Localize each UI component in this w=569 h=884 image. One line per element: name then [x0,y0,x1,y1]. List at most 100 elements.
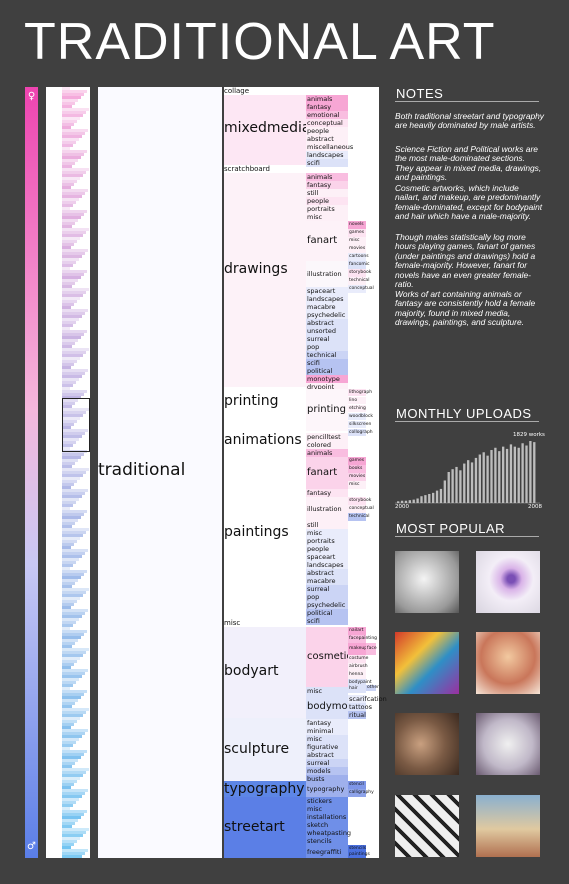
subcategory-paintings[interactable]: spaceart [307,553,336,561]
subcategory-printing-item[interactable]: lithograph [349,389,373,395]
subcategory-paintings-fanart[interactable]: fanart [307,467,338,478]
subcategory-drawings-fanart-item[interactable]: movies [349,246,366,251]
subcategory-drawings[interactable]: pop [307,343,320,351]
subcategory-bodyart-cosmetic[interactable]: cosmetic [307,651,352,662]
subcategory-paintings[interactable]: misc [307,529,323,537]
subcategory-mixedmedia[interactable]: conceptual [307,119,343,127]
subcategory-bodymods-item[interactable]: scarifcation [349,695,387,703]
artwork-thumbnail-5[interactable] [395,713,459,775]
category-misc[interactable]: misc [224,619,241,627]
subcategory-drawings[interactable]: landscapes [307,295,344,303]
subcategory-paintings[interactable]: people [307,545,330,553]
subcategory-streetart[interactable]: sketch [307,821,329,829]
subcategory-paintings[interactable]: portraits [307,537,335,545]
subcategory-paintings[interactable]: surreal [307,585,330,593]
subcategory-bodyart[interactable]: misc [307,687,323,695]
artwork-thumbnail-3[interactable] [395,632,459,694]
subcategory-drawings[interactable]: technical [307,351,337,359]
subcategory-sculpture[interactable]: surreal [307,759,330,767]
subcategory-drawings[interactable]: misc [307,213,323,221]
category-mixedmedia[interactable]: mixedmedia [224,120,311,136]
subcategory-printing-item[interactable]: silkscreen [349,421,372,427]
subcategory-streetart[interactable]: installations [307,813,347,821]
subcategory-paintings[interactable]: still [307,521,319,529]
subcategory-paintings-illustration[interactable]: illustration [307,505,342,513]
subcategory-drawings[interactable]: people [307,197,330,205]
subcategory-sculpture[interactable]: fantasy [307,719,332,727]
subcategory-drawings[interactable]: abstract [307,319,334,327]
subcategory-printing[interactable]: printing [307,404,346,415]
subcategory-sculpture[interactable]: busts [307,775,325,783]
artwork-thumbnail-7[interactable] [395,795,459,857]
category-scratchboard[interactable]: scratchboard [224,165,270,173]
subcategory-drawings[interactable]: drypoint [307,383,335,391]
subcategory-printing-item[interactable]: woodblock [349,413,373,419]
subcategory-sculpture[interactable]: misc [307,735,323,743]
subcategory-drawings-fanart-item[interactable]: fancomic [349,262,370,267]
subcategory-drawings[interactable]: scifi [307,359,320,367]
subcategory-drawings[interactable]: fantasy [307,181,332,189]
subcategory-drawings-fanart-item[interactable]: conceptual [349,286,374,291]
subcategory-drawings[interactable]: monotype [307,375,340,383]
subcategory-typography-item[interactable]: stencil [349,782,364,787]
subcategory-mixedmedia[interactable]: miscellaneous [307,143,354,151]
subcategory-mixedmedia[interactable]: animals [307,95,333,103]
subcategory-drawings-fanart-item[interactable]: novels [349,222,364,227]
subcategory-bodymods-item[interactable]: ritual [349,711,366,719]
artwork-thumbnail-6[interactable] [476,713,540,775]
subcategory-streetart[interactable]: freegraffiti [307,847,342,856]
subcategory-bodymods-item[interactable]: tattoos [349,703,372,711]
subcategory-paintings[interactable]: animals [307,449,333,457]
subcategory-paintings[interactable]: psychedelic [307,601,346,609]
subcategory-paintings-fanart-item[interactable]: movies [349,474,366,479]
subcategory-typography[interactable]: typography [307,785,345,793]
subcategory-drawings-fanart-item[interactable]: storybook [349,270,372,275]
subcategory-paintings-fanart-item[interactable]: games [349,458,365,463]
subcategory-mixedmedia[interactable]: abstract [307,135,334,143]
subcategory-paintings[interactable]: fantasy [307,489,332,497]
subcategory-drawings[interactable]: portraits [307,205,335,213]
subcategory-paintings-fanart-item[interactable]: misc [349,482,360,487]
subcategory-cosmetic-item[interactable]: bodypaint [349,680,372,685]
subcategory-paintings-illustration-item[interactable]: technical [349,514,370,519]
category-streetart[interactable]: streetart [224,819,285,835]
subcategory-cosmetic-item[interactable]: henna [349,672,364,677]
subcategory-drawings[interactable]: still [307,189,319,197]
subcategory-drawings[interactable]: animals [307,173,333,181]
subcategory-bodyart-bodymods[interactable]: bodymods [307,701,360,712]
subcategory-streetart[interactable]: wheatpasting [307,829,352,837]
subcategory-sculpture[interactable]: models [307,767,331,775]
subcategory-typography-item[interactable]: calligraphy [349,790,374,795]
subcategory-paintings-illustration-item[interactable]: conceptual [349,506,374,511]
subcategory-drawings-fanart[interactable]: fanart [307,235,338,246]
subcategory-streetart[interactable]: misc [307,805,323,813]
subcategory-printing-item[interactable]: etching [349,405,366,411]
artwork-thumbnail-8[interactable] [476,795,540,857]
subcategory-paintings[interactable]: landscapes [307,561,344,569]
subcategory-cosmetic-item[interactable]: costume [349,656,369,661]
subcategory-sculpture[interactable]: figurative [307,743,339,751]
category-collage[interactable]: collage [224,87,250,95]
subcategory-mixedmedia[interactable]: fantasy [307,103,332,111]
subcategory-drawings-fanart-item[interactable]: cartoons [349,254,369,259]
artwork-thumbnail-2[interactable] [476,551,540,613]
subcategory-paintings[interactable]: political [307,609,333,617]
subcategory-streetart[interactable]: stickers [307,797,332,805]
subcategory-mixedmedia[interactable]: emotional [307,111,340,119]
category-bodyart[interactable]: bodyart [224,663,279,679]
subcategory-drawings-illustration[interactable]: illustration [307,270,342,278]
subcategory-streetart-item[interactable]: paintings [349,852,370,857]
subcategory-animations[interactable]: pencilltest [307,433,341,441]
artwork-thumbnail-1[interactable] [395,551,459,613]
subcategory-cosmetic-item[interactable]: face [367,646,377,651]
subcategory-cosmetic-item[interactable]: hair [349,686,358,691]
subcategory-drawings[interactable]: macabre [307,303,336,311]
subcategory-paintings[interactable]: scifi [307,617,320,625]
category-printing[interactable]: printing [224,393,279,409]
subcategory-paintings[interactable]: macabre [307,577,336,585]
subcategory-cosmetic-item[interactable]: nailart [349,628,364,633]
subcategory-sculpture[interactable]: abstract [307,751,334,759]
subcategory-cosmetic-item[interactable]: other [367,685,379,690]
subcategory-cosmetic-item[interactable]: airbrush [349,664,368,669]
subcategory-cosmetic-item[interactable]: makeup [349,646,368,651]
